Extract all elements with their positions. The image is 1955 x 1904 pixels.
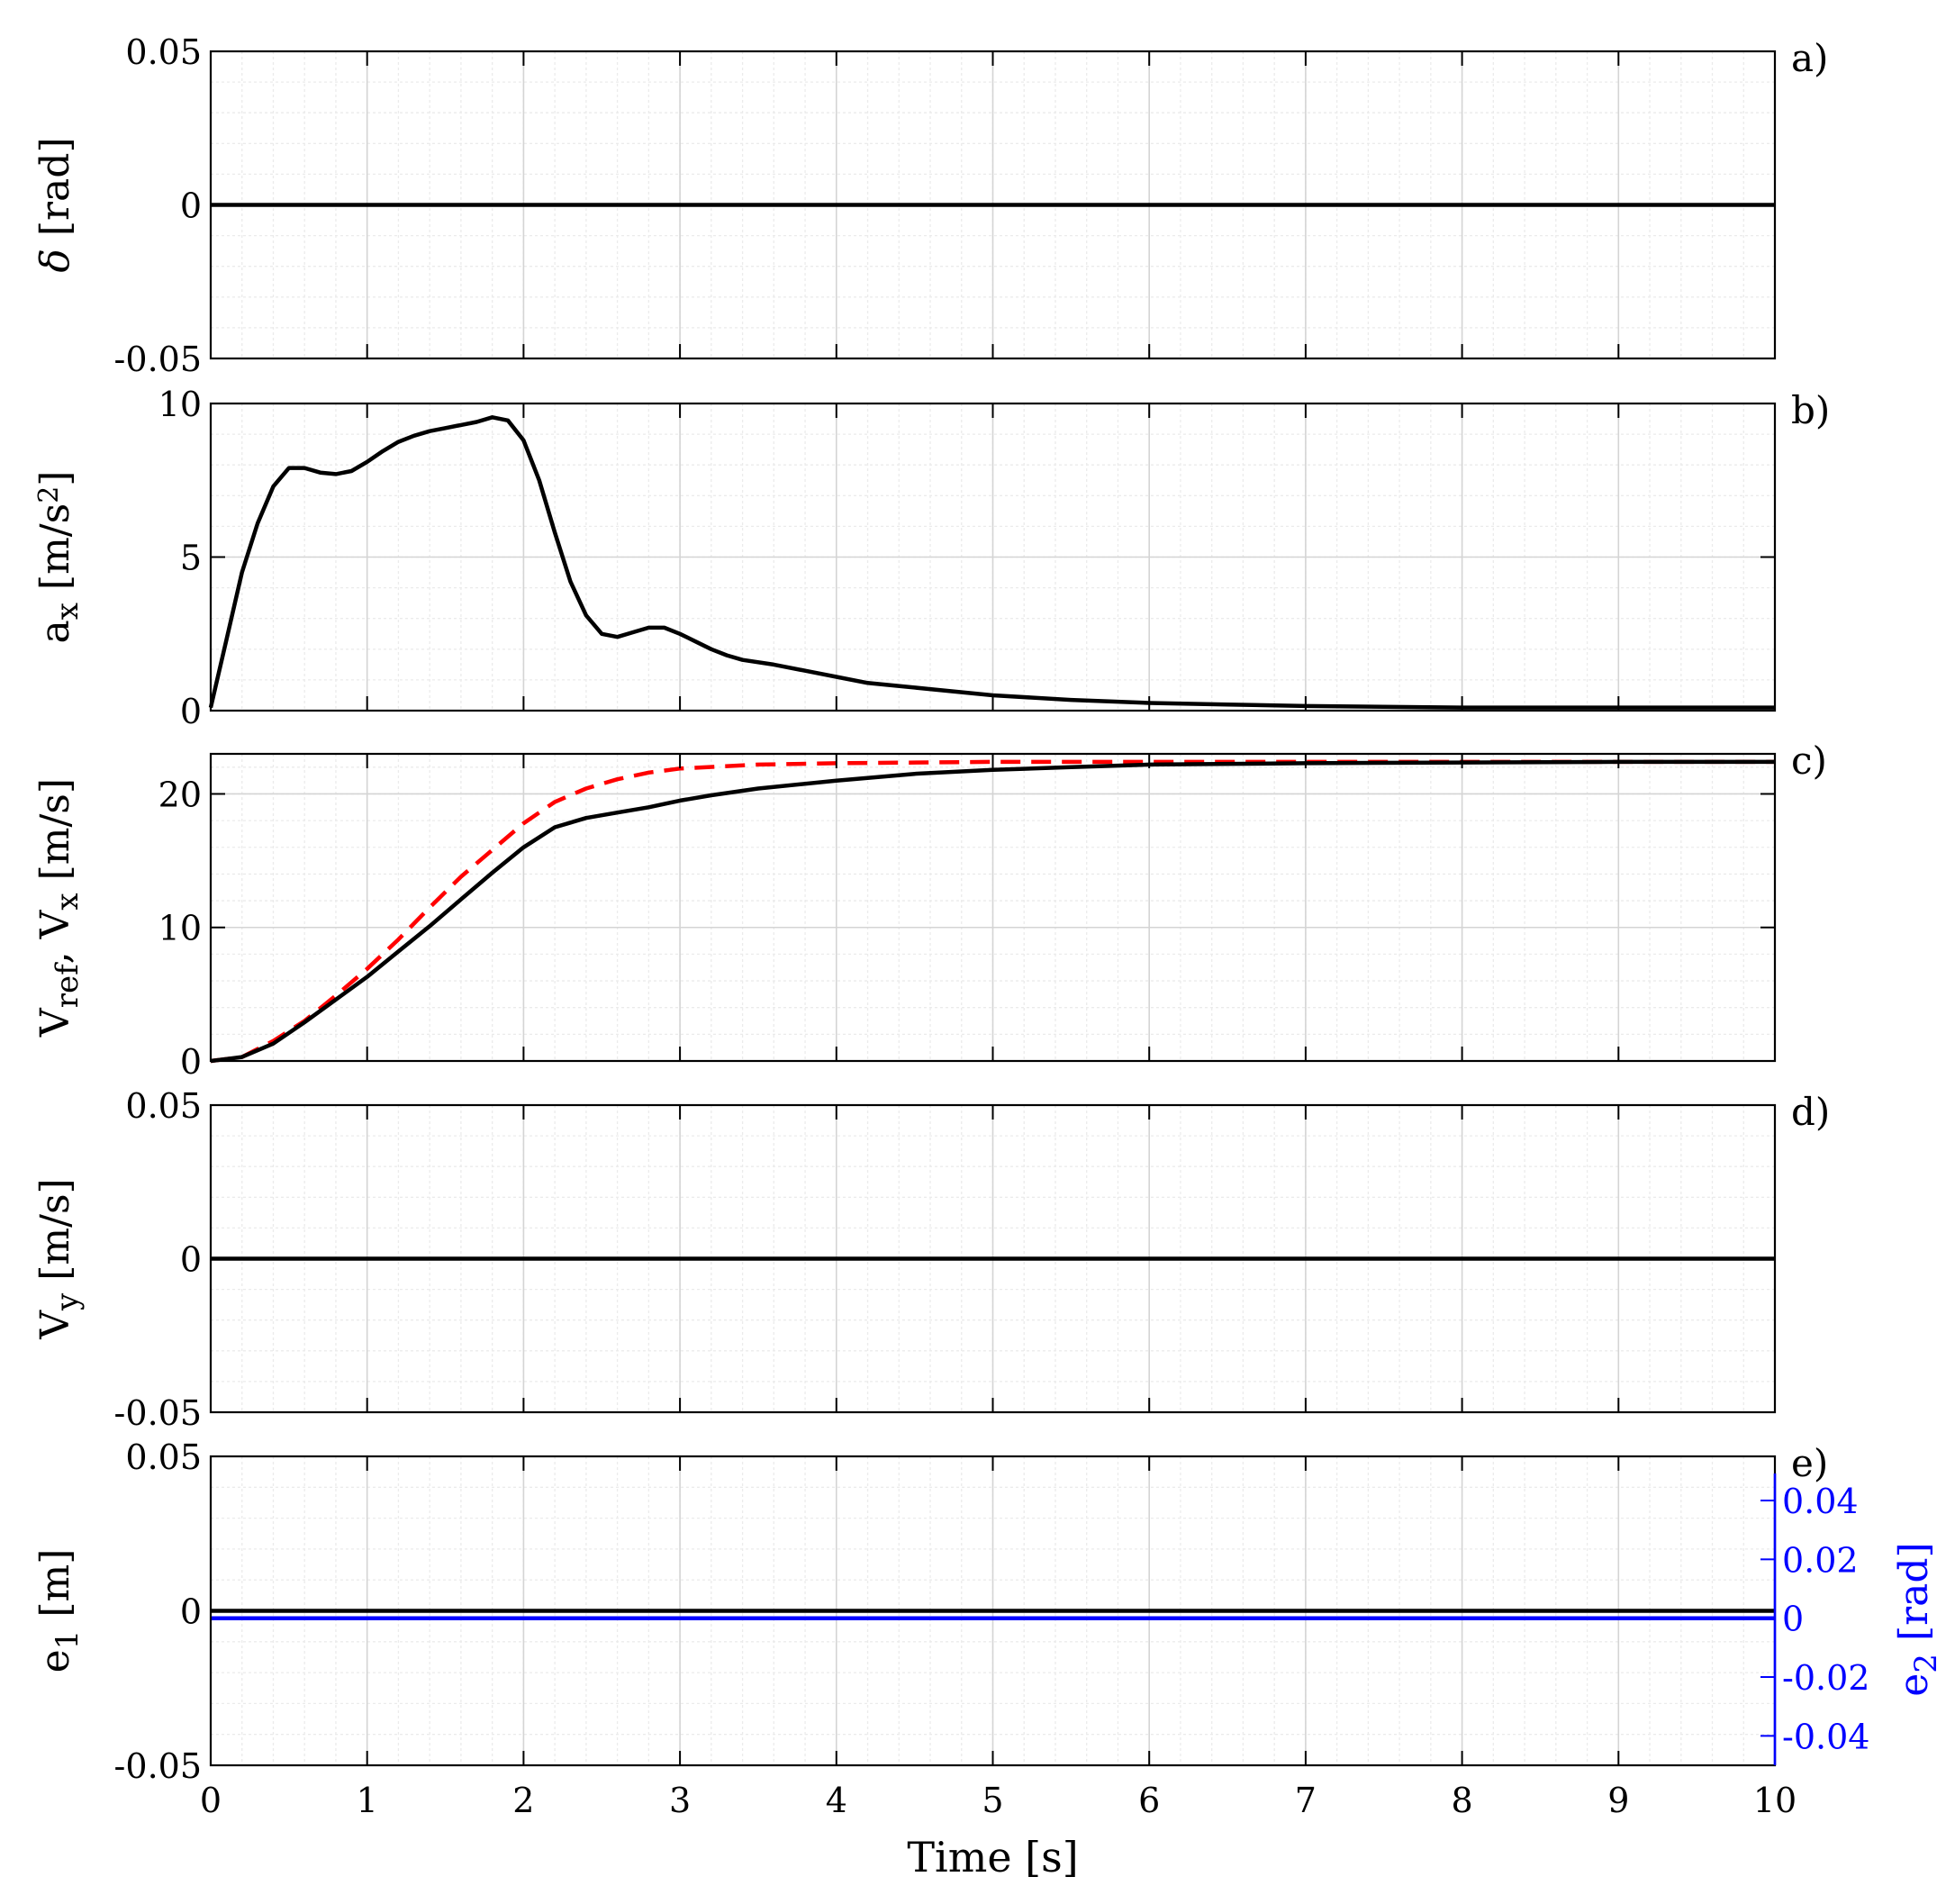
x-tick-label: 1 bbox=[357, 1781, 378, 1820]
x-tick-label: 3 bbox=[669, 1781, 691, 1820]
panel-label: d) bbox=[1791, 1090, 1830, 1134]
y-tick-label: -0.05 bbox=[114, 1393, 202, 1433]
panel-b: 0 5 10 b) ax [m/s2] bbox=[32, 385, 1830, 731]
x-axis-label: Time [s] bbox=[907, 1833, 1078, 1881]
y-tick-label: 5 bbox=[180, 539, 202, 578]
y-axis-label: ax [m/s2] bbox=[32, 471, 86, 644]
panel-label: c) bbox=[1791, 739, 1827, 783]
y-tick-label: -0.05 bbox=[114, 340, 202, 379]
x-tick-label: 9 bbox=[1607, 1781, 1629, 1820]
panel-c: 0 10 20 c) Vref, Vx [m/s] bbox=[32, 739, 1827, 1082]
panel-d: -0.05 0 0.05 d) Vy [m/s] bbox=[32, 1086, 1830, 1433]
x-tick-label: 5 bbox=[982, 1781, 1003, 1820]
y-axis-label: Vy [m/s] bbox=[32, 1178, 86, 1339]
y-tick-label: 10 bbox=[158, 909, 202, 948]
y-tick-label: 0 bbox=[180, 1042, 202, 1082]
y-tick-label: 0.05 bbox=[125, 1437, 202, 1477]
y-tick-label: 0.05 bbox=[125, 1086, 202, 1126]
y-tick-label: 0.05 bbox=[125, 32, 202, 72]
y-tick-label: 0 bbox=[180, 1240, 202, 1280]
series-line-1 bbox=[208, 415, 1775, 710]
series-line-2 bbox=[210, 759, 1775, 1064]
x-tick-label: 10 bbox=[1753, 1781, 1797, 1820]
panel-label: a) bbox=[1791, 36, 1828, 80]
right-y-tick-label: -0.02 bbox=[1782, 1658, 1869, 1698]
x-tick-label: 8 bbox=[1452, 1781, 1473, 1820]
right-y-tick-label: 0.04 bbox=[1782, 1482, 1859, 1521]
x-tick-label: 0 bbox=[200, 1781, 222, 1820]
y-tick-label: 20 bbox=[158, 775, 202, 814]
y-tick-label: 10 bbox=[158, 385, 202, 424]
right-y-tick-label: -0.04 bbox=[1782, 1717, 1869, 1756]
x-tick-label: 2 bbox=[512, 1781, 534, 1820]
y-axis-label: δ [rad] bbox=[32, 137, 78, 272]
right-y-tick-label: 0 bbox=[1782, 1600, 1804, 1639]
right-y-tick-label: 0.02 bbox=[1782, 1540, 1859, 1580]
y-tick-label: -0.05 bbox=[114, 1746, 202, 1786]
y-axis-label: e1 [m] bbox=[32, 1549, 86, 1673]
y-tick-label: 0 bbox=[180, 692, 202, 731]
x-tick-label: 6 bbox=[1138, 1781, 1160, 1820]
panel-label: e) bbox=[1791, 1441, 1828, 1485]
y-axis-label: Vref, Vx [m/s] bbox=[32, 778, 86, 1038]
right-y-axis-label: e2 [rad] bbox=[1891, 1542, 1944, 1696]
panel-label: b) bbox=[1791, 388, 1830, 432]
x-tick-label: 4 bbox=[826, 1781, 847, 1820]
series-line-1 bbox=[210, 759, 1775, 1064]
panel-a: -0.05 0 0.05 a) δ [rad] bbox=[32, 32, 1828, 379]
y-tick-label: 0 bbox=[180, 1592, 202, 1632]
y-tick-label: 0 bbox=[180, 186, 202, 226]
x-tick-label: 7 bbox=[1295, 1781, 1317, 1820]
